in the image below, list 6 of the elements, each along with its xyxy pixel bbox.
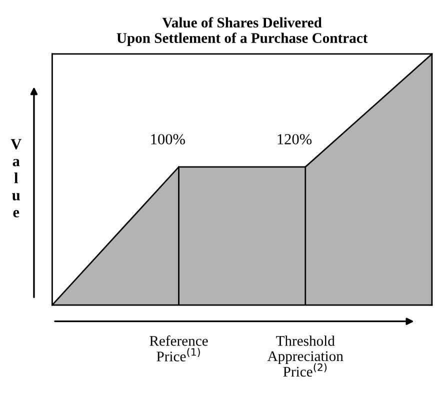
- annotation: 100%: [151, 134, 185, 144]
- y-axis-title: Value: [10, 139, 22, 218]
- x-tick-label: Reference Price$^{(1)}$: [150, 335, 208, 362]
- chart-title: Value of Shares Delivered Upon Settlement of a Purchase Contract: [116, 17, 368, 46]
- x-tick-label: Threshold Appreciation Price$^{(2)}$: [267, 336, 344, 377]
- annotation: 120%: [278, 134, 312, 144]
